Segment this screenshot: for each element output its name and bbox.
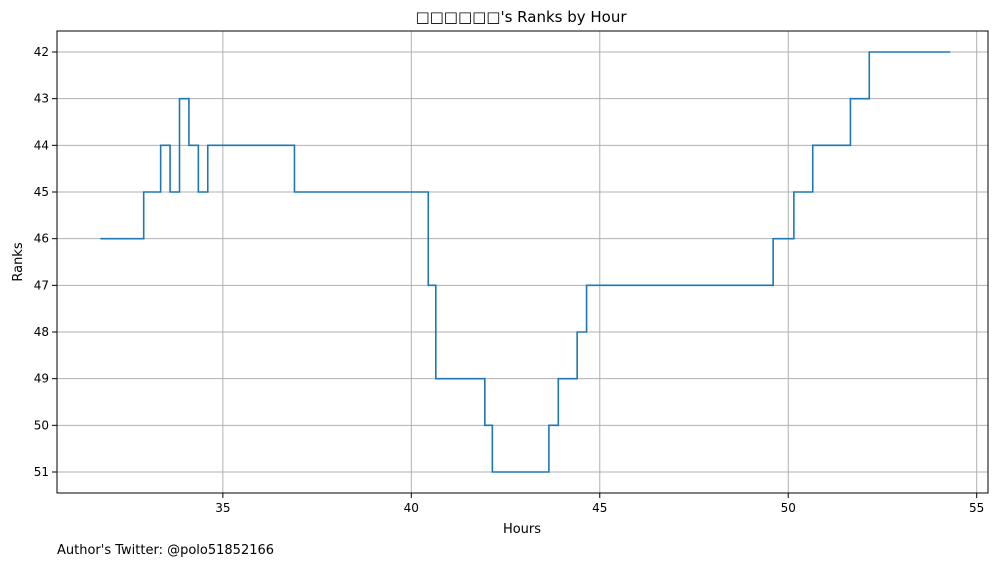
x-axis-label: Hours bbox=[503, 522, 541, 537]
y-tick-label: 45 bbox=[34, 185, 49, 199]
y-tick-label: 47 bbox=[34, 278, 49, 292]
y-tick-label: 51 bbox=[34, 465, 49, 479]
chart-title: □□□□□□'s Ranks by Hour bbox=[415, 8, 627, 26]
x-axis-ticks: 35 40 45 50 55 bbox=[215, 493, 984, 515]
x-tick-label: 50 bbox=[781, 501, 796, 515]
x-tick-label: 55 bbox=[969, 501, 984, 515]
y-tick-label: 42 bbox=[34, 45, 49, 59]
y-axis-label: Ranks bbox=[11, 242, 26, 281]
y-tick-label: 46 bbox=[34, 232, 49, 246]
plot-area-frame bbox=[56, 30, 989, 494]
y-tick-label: 48 bbox=[34, 325, 49, 339]
x-tick-label: 40 bbox=[404, 501, 419, 515]
grid-lines bbox=[57, 31, 988, 493]
author-credit: Author's Twitter: @polo51852166 bbox=[57, 543, 274, 558]
y-tick-label: 50 bbox=[34, 418, 49, 432]
rank-step-line bbox=[100, 51, 951, 473]
y-axis-ticks: 42 43 44 45 46 47 48 49 50 51 bbox=[34, 45, 57, 479]
x-tick-label: 35 bbox=[215, 501, 230, 515]
y-tick-label: 43 bbox=[34, 92, 49, 106]
series-group bbox=[100, 51, 951, 473]
y-tick-label: 44 bbox=[34, 138, 49, 152]
y-tick-label: 49 bbox=[34, 372, 49, 386]
x-tick-label: 45 bbox=[592, 501, 607, 515]
